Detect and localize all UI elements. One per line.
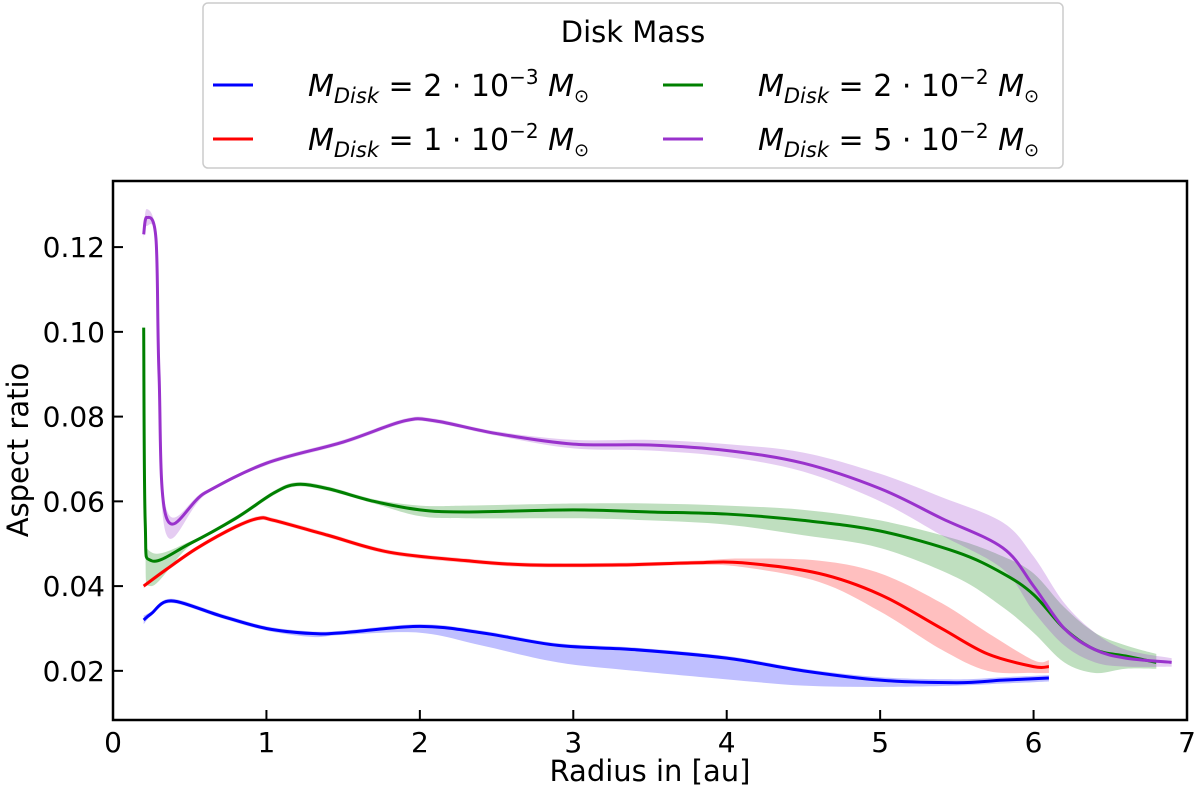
y-axis-label: Aspect ratio <box>1 363 35 538</box>
legend-entry-1: MDisk = 1 · 10−2 M⊙ <box>213 119 589 162</box>
x-tick-label: 1 <box>258 726 276 759</box>
plot-frame <box>111 179 1189 722</box>
legend-entry-2: MDisk = 2 · 10−2 M⊙ <box>663 65 1039 108</box>
x-tick-label: 0 <box>104 726 122 759</box>
legend-label: MDisk = 2 · 10−2 M⊙ <box>758 65 1039 108</box>
x-tick-label: 6 <box>1025 726 1043 759</box>
legend-label: MDisk = 1 · 10−2 M⊙ <box>308 119 589 162</box>
legend-title: Disk Mass <box>561 15 706 49</box>
legend-entry-0: MDisk = 2 · 10−3 M⊙ <box>213 65 589 108</box>
y-axis-ticks: 0.02 0.04 0.06 0.08 0.10 0.12 <box>43 231 123 688</box>
x-tick-label: 2 <box>411 726 429 759</box>
legend-label: MDisk = 5 · 10−2 M⊙ <box>758 119 1039 162</box>
x-tick-label: 3 <box>564 726 582 759</box>
x-tick-label: 5 <box>871 726 889 759</box>
y-tick-label: 0.08 <box>43 401 105 434</box>
series-line-3 <box>142 215 1172 664</box>
y-tick-label: 0.10 <box>43 316 105 349</box>
legend: Disk Mass MDisk = 2 · 10−3 M⊙ MDisk = 1 ·… <box>202 2 1064 169</box>
legend-label: MDisk = 2 · 10−3 M⊙ <box>308 65 589 108</box>
legend-frame <box>202 2 1064 169</box>
uncertainty-bands <box>143 208 1172 687</box>
uncertainty-band-1 <box>143 515 1049 674</box>
series-line-2 <box>142 327 1157 664</box>
y-tick-label: 0.04 <box>43 570 105 603</box>
series-line-0 <box>142 599 1049 685</box>
series-lines <box>142 215 1172 685</box>
y-tick-label: 0.06 <box>43 485 105 518</box>
y-tick-label: 0.12 <box>43 231 105 264</box>
legend-entry-3: MDisk = 5 · 10−2 M⊙ <box>663 119 1039 162</box>
uncertainty-band-2 <box>143 319 1157 674</box>
x-tick-label: 4 <box>718 726 736 759</box>
x-axis-ticks: 0 1 2 3 4 5 6 7 <box>104 710 1196 759</box>
y-tick-label: 0.02 <box>43 655 105 688</box>
series-line-1 <box>142 516 1050 670</box>
x-axis-label: Radius in [au] <box>550 754 751 788</box>
x-tick-label: 7 <box>1178 726 1196 759</box>
uncertainty-band-3 <box>143 208 1172 667</box>
